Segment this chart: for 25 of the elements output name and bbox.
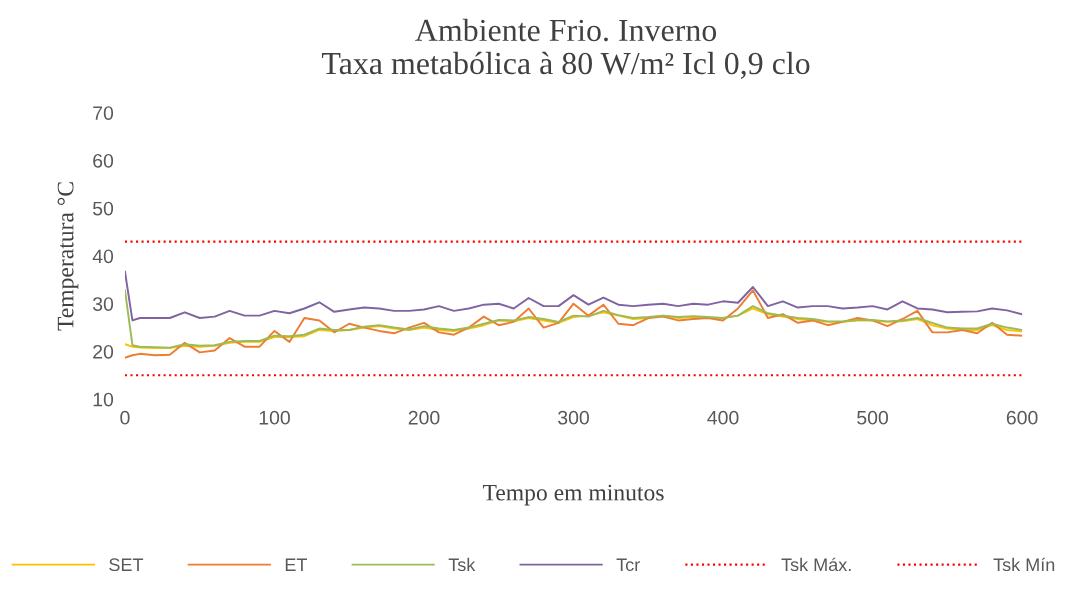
x-tick-label: 500 — [857, 410, 889, 425]
legend-label: SET — [109, 558, 144, 572]
x-tick-label: 200 — [408, 410, 440, 425]
line-series — [124, 270, 1023, 322]
chart-title: Ambiente Frio. Inverno — [415, 18, 717, 42]
y-tick-label: 30 — [92, 297, 114, 311]
x-tick-label: 600 — [1006, 410, 1038, 425]
legend-label: ET — [285, 558, 308, 571]
x-tick-label: 400 — [707, 410, 739, 425]
y-axis-title: Temperatura °C — [57, 182, 79, 331]
legend-label: Tsk Mín — [993, 557, 1055, 572]
x-axis-title: Tempo em minutos — [482, 484, 664, 506]
x-tick-label: 0 — [120, 410, 130, 425]
y-tick-label: 10 — [93, 392, 114, 407]
legend-label: Tcr — [616, 558, 640, 572]
x-tick-label: 100 — [259, 410, 290, 425]
y-tick-label: 20 — [93, 344, 114, 359]
legend-label: Tsk Máx. — [781, 557, 851, 572]
y-tick-label: 40 — [92, 249, 114, 264]
legend-label: Tsk — [448, 557, 476, 572]
y-tick-label: 50 — [93, 201, 114, 216]
chart-subtitle: Taxa metabólica à 80 W/m² Icl 0,9 clo — [321, 51, 810, 79]
y-tick-label: 70 — [93, 106, 114, 120]
x-tick-label: 300 — [558, 410, 589, 425]
y-tick-label: 60 — [93, 153, 114, 168]
